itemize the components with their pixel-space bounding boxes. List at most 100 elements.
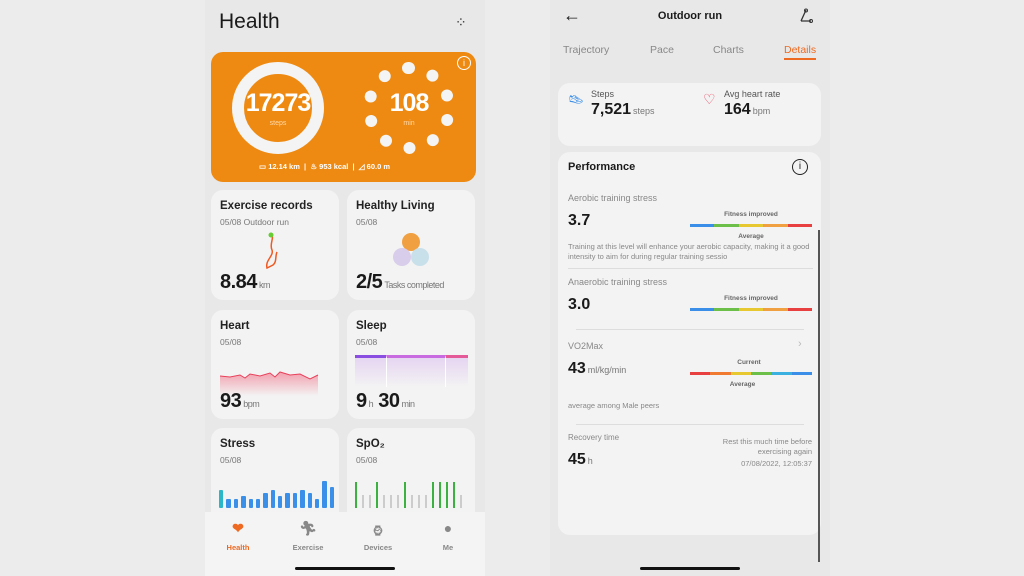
stress-bar: [270, 490, 275, 508]
exercise-records-card[interactable]: Exercise records 05/08 Outdoor run 8.84 k…: [211, 190, 339, 300]
card-date: 05/08: [356, 217, 378, 227]
spo2-bar: [369, 495, 371, 508]
heart-rate-icon: ♡: [703, 91, 716, 107]
heart-value: 93: [220, 390, 242, 412]
steps-unit: steps: [269, 120, 287, 127]
spo2-bar: [404, 482, 406, 508]
nav-label: Me: [442, 543, 454, 552]
summary-card: 👟︎ Steps 7,521 steps ♡ Avg heart rate 164…: [558, 83, 821, 146]
distance-big: 8.84: [220, 271, 257, 293]
spo2-card[interactable]: SpO₂ 05/08: [347, 428, 475, 528]
card-title: Stress: [220, 438, 256, 450]
stress-bar: [226, 499, 231, 508]
stress-card[interactable]: Stress 05/08: [211, 428, 339, 528]
scrollbar[interactable]: [818, 230, 820, 562]
stress-bar: [248, 499, 253, 508]
anaerobic-label: Anaerobic training stress: [568, 277, 668, 287]
card-date: 05/08: [220, 455, 242, 465]
stress-bar: [285, 493, 290, 508]
header-title: Outdoor run: [657, 10, 723, 22]
tasks-value: 2/5: [356, 271, 383, 293]
tab-details[interactable]: Details: [784, 44, 817, 60]
heart-value: 164: [724, 101, 751, 118]
anaerobic-value: 3.0: [568, 296, 591, 313]
spo2-bar: [376, 482, 378, 508]
unit: Tasks completed: [384, 280, 444, 290]
card-date: 05/08: [356, 455, 378, 465]
tab-trajectory[interactable]: Trajectory: [563, 44, 610, 56]
card-title: Sleep: [356, 320, 387, 332]
recovery-note-line2: exercising again: [757, 447, 812, 456]
user-icon: ●: [443, 520, 453, 536]
recovery-label: Recovery time: [568, 433, 620, 442]
heart-rate-sparkline: [220, 371, 319, 396]
grid-menu-icon[interactable]: ⁘: [455, 14, 467, 30]
info-icon[interactable]: i: [457, 56, 471, 70]
chevron-right-icon[interactable]: ›: [798, 338, 802, 350]
nav-me[interactable]: ● Me: [418, 520, 478, 552]
unit: ml/kg/min: [587, 365, 627, 375]
spo2-bar: [383, 495, 385, 508]
recovery-timestamp: 07/08/2022, 12:05:37: [741, 459, 812, 468]
gauge-label-top: Fitness improved: [724, 295, 778, 302]
route-map-icon: [265, 232, 278, 270]
vo2max-value: 43: [568, 360, 586, 377]
sleep-stage-chart: [355, 355, 468, 387]
stress-bar: [219, 490, 224, 508]
minutes-ring: 108 min: [363, 62, 455, 154]
minutes-value: 108: [389, 89, 430, 117]
nav-health[interactable]: ❤ Health: [208, 520, 268, 552]
stress-bar: [241, 496, 246, 508]
back-arrow-icon[interactable]: ←: [563, 5, 581, 25]
activity-summary-card[interactable]: i 17273 steps 108 min ▭ 12.14 km | ♨ 953…: [211, 52, 476, 182]
nav-devices[interactable]: ⌚︎ Devices: [348, 520, 408, 552]
bottom-nav: ❤ Health 🏃︎ Exercise ⌚︎ Devices ● Me: [205, 512, 485, 576]
distance-icon: ▭: [259, 162, 267, 171]
aerobic-label: Aerobic training stress: [568, 193, 658, 203]
tab-charts[interactable]: Charts: [713, 44, 744, 56]
steps-value: 7,521: [591, 101, 632, 118]
steps-value: 17273: [245, 89, 312, 117]
tab-pace[interactable]: Pace: [650, 44, 674, 56]
heart-label: Avg heart rate: [724, 89, 781, 99]
steps-label: Steps: [591, 89, 615, 99]
steps-ring: 17273 steps: [232, 62, 324, 154]
unit: km: [258, 280, 271, 290]
healthy-living-card[interactable]: Healthy Living 05/08 2/5 Tasks completed: [347, 190, 475, 300]
tasks-rings-icon: [393, 233, 429, 266]
sleep-minutes: 30: [378, 390, 400, 412]
stress-bar: [300, 490, 305, 508]
distance-value: 12.14 km: [268, 162, 300, 171]
card-title: Heart: [220, 320, 250, 332]
home-indicator: [295, 567, 395, 570]
anaerobic-gauge: [690, 308, 813, 311]
info-icon[interactable]: i: [792, 159, 808, 175]
gauge-label-top: Fitness improved: [724, 211, 778, 218]
vo2max-label[interactable]: VO2Max: [568, 341, 604, 351]
recovery-note: Rest this much time before exercising ag…: [723, 437, 812, 469]
gauge-label-top: Current: [737, 359, 761, 366]
nav-label: Exercise: [292, 543, 324, 552]
health-screen: Health ⁘ i 17273 steps 108 min ▭ 12.14 k…: [205, 0, 485, 576]
recovery-note-line1: Rest this much time before: [722, 437, 812, 446]
spo2-bars: [355, 480, 470, 508]
aerobic-value: 3.7: [568, 212, 591, 229]
unit: h: [368, 399, 374, 409]
card-date: 05/08: [356, 337, 378, 347]
watch-icon: ⌚︎: [371, 523, 385, 539]
stress-bar: [322, 481, 327, 508]
spo2-bar: [425, 495, 427, 508]
spo2-bar: [362, 495, 364, 508]
unit: bpm: [243, 399, 260, 409]
card-title: SpO₂: [356, 438, 385, 450]
stress-bar: [314, 499, 320, 508]
recovery-value: 45: [568, 451, 586, 468]
nav-label: Health: [226, 543, 250, 552]
unit: bpm: [752, 106, 771, 116]
heart-card[interactable]: Heart 05/08 93 bpm: [211, 310, 339, 419]
nav-exercise[interactable]: 🏃︎ Exercise: [278, 520, 338, 552]
share-route-icon[interactable]: [798, 8, 814, 24]
performance-title: Performance: [568, 161, 636, 173]
spo2-bar: [390, 495, 392, 508]
